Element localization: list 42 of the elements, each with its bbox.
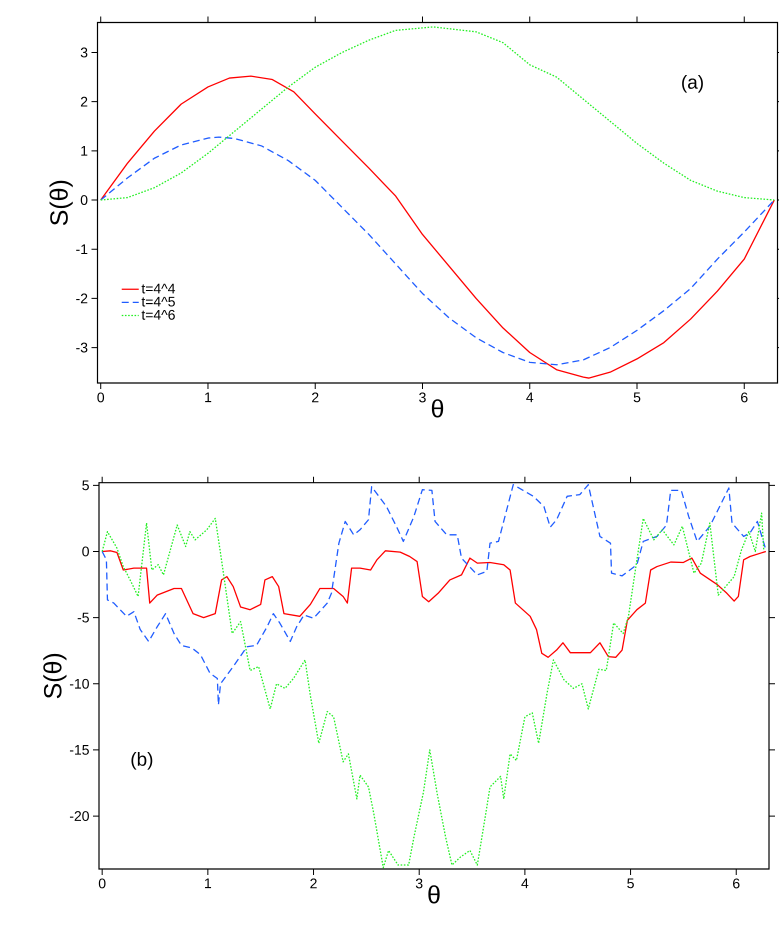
y-axis-title: S(θ): [43, 654, 66, 698]
y-tick-label: -1: [76, 244, 88, 254]
line-series: [102, 550, 766, 658]
annotation: (b): [131, 752, 152, 770]
legend-label: t=4^4: [142, 284, 176, 294]
y-tick-label: -15: [70, 745, 89, 755]
y-tick-label: 0: [82, 546, 89, 556]
x-axis-title: θ: [432, 399, 444, 418]
legend-label: t=4^5: [142, 296, 175, 307]
x-tick-label: 6: [741, 392, 748, 402]
y-tick-label: 5: [82, 480, 89, 490]
x-tick-label: 4: [521, 878, 528, 888]
x-tick-label: 5: [634, 392, 640, 402]
x-axis-title: θ: [428, 885, 440, 904]
y-tick-label: 1: [81, 146, 88, 156]
y-tick-label: 0: [80, 195, 88, 205]
y-tick-label: -5: [78, 612, 89, 622]
line-series: [100, 75, 775, 379]
y-tick-label: -20: [70, 811, 89, 822]
legend-label: t=4^6: [142, 310, 175, 320]
annotation: (a): [682, 74, 703, 93]
x-tick-label: 4: [526, 392, 534, 402]
x-tick-label: 5: [627, 878, 634, 888]
x-tick-label: 3: [416, 878, 422, 888]
x-tick-label: 0: [97, 392, 104, 402]
x-tick-label: 6: [733, 878, 740, 888]
y-tick-label: 2: [80, 96, 88, 107]
line-series: [100, 136, 775, 366]
y-tick-label: -3: [76, 342, 88, 353]
y-tick-label: -2: [76, 294, 88, 304]
line-series: [102, 512, 764, 868]
x-tick-label: 2: [310, 878, 317, 888]
x-tick-label: 1: [205, 392, 212, 402]
x-tick-label: 3: [419, 392, 426, 402]
y-axis-title: S(θ): [50, 180, 73, 226]
y-tick-label: -10: [70, 678, 89, 689]
x-tick-label: 0: [98, 878, 106, 888]
x-tick-label: 2: [312, 392, 318, 402]
line-series: [100, 26, 775, 201]
x-tick-label: 1: [205, 878, 212, 888]
y-tick-label: 3: [80, 48, 88, 58]
line-series: [102, 484, 766, 706]
